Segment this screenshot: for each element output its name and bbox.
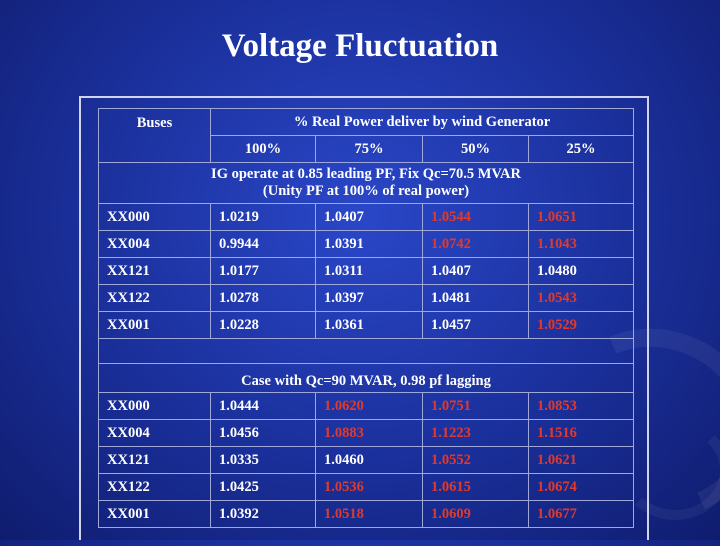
bus-name-cell: XX122 <box>98 473 211 501</box>
voltage-value-cell: 1.0651 <box>527 203 635 231</box>
header-level-50: 50% <box>422 135 529 163</box>
voltage-value-cell: 1.0228 <box>210 311 316 339</box>
bus-name-cell: XX000 <box>98 203 211 231</box>
header-row-group: Buses % Real Power deliver by wind Gener… <box>98 108 635 163</box>
voltage-value-cell: 1.0609 <box>422 500 529 528</box>
table-row: XX121 1.0335 1.0460 1.0552 1.0621 <box>98 446 635 474</box>
voltage-value-cell: 1.0392 <box>210 500 316 528</box>
bus-name-cell: XX001 <box>98 311 211 339</box>
voltage-value-cell: 1.0742 <box>422 230 529 258</box>
voltage-value-cell: 1.1223 <box>422 419 529 447</box>
voltage-value-cell: 1.0883 <box>315 419 423 447</box>
voltage-value-cell: 1.0278 <box>210 284 316 312</box>
table-frame: Buses % Real Power deliver by wind Gener… <box>79 96 649 540</box>
voltage-value-cell: 1.0460 <box>315 446 423 474</box>
header-row-levels: 100% 75% 50% 25% <box>99 135 635 163</box>
header-level-75: 75% <box>315 135 423 163</box>
bus-name-cell: XX000 <box>98 392 211 420</box>
voltage-value-cell: 1.0674 <box>527 473 635 501</box>
blank-cell <box>97 338 635 364</box>
table-row: XX122 1.0278 1.0397 1.0481 1.0543 <box>98 284 635 312</box>
voltage-value-cell: 1.0425 <box>210 473 316 501</box>
voltage-value-cell: 1.0335 <box>210 446 316 474</box>
blank-row <box>97 338 635 364</box>
voltage-value-cell: 1.0481 <box>422 284 529 312</box>
voltage-value-cell: 1.0397 <box>315 284 423 312</box>
voltage-table: Buses % Real Power deliver by wind Gener… <box>97 108 635 528</box>
section1-note-line2: (Unity PF at 100% of real power) <box>262 183 470 199</box>
table-row: XX004 1.0456 1.0883 1.1223 1.1516 <box>98 419 635 447</box>
voltage-value-cell: 1.0480 <box>527 257 635 285</box>
section1-note: IG operate at 0.85 leading PF, Fix Qc=70… <box>97 162 635 204</box>
header-level-25: 25% <box>527 135 635 163</box>
voltage-value-cell: 1.0751 <box>422 392 529 420</box>
voltage-value-cell: 1.0444 <box>210 392 316 420</box>
voltage-value-cell: 1.0457 <box>422 311 529 339</box>
table-row: XX001 1.0228 1.0361 1.0457 1.0529 <box>98 311 635 339</box>
section1-rows: XX000 1.0219 1.0407 1.0544 1.0651 XX004 0.9944… <box>98 203 635 339</box>
voltage-value-cell: 1.0677 <box>527 500 635 528</box>
voltage-value-cell: 1.0407 <box>315 203 423 231</box>
voltage-value-cell: 1.0552 <box>422 446 529 474</box>
table-row: XX000 1.0219 1.0407 1.0544 1.0651 <box>98 203 635 231</box>
bus-name-cell: XX121 <box>98 446 211 474</box>
bus-name-cell: XX122 <box>98 284 211 312</box>
section1-note-line1: IG operate at 0.85 leading PF, Fix Qc=70… <box>211 166 521 182</box>
section2-rows: XX000 1.0444 1.0620 1.0751 1.0853 XX004 1.0456… <box>98 392 635 528</box>
table-row: XX001 1.0392 1.0518 1.0609 1.0677 <box>98 500 635 528</box>
voltage-value-cell: 1.0544 <box>422 203 529 231</box>
bus-name-cell: XX004 <box>98 230 211 258</box>
header-buses: Buses <box>98 108 211 163</box>
section2-note-row: Case with Qc=90 MVAR, 0.98 pf lagging <box>97 363 635 393</box>
voltage-value-cell: 1.0391 <box>315 230 423 258</box>
voltage-value-cell: 1.0361 <box>315 311 423 339</box>
table-row: XX122 1.0425 1.0536 1.0615 1.0674 <box>98 473 635 501</box>
slide-title: Voltage Fluctuation <box>221 28 499 64</box>
bus-name-cell: XX121 <box>98 257 211 285</box>
voltage-value-cell: 1.0456 <box>210 419 316 447</box>
voltage-value-cell: 1.0615 <box>422 473 529 501</box>
bus-name-cell: XX001 <box>98 500 211 528</box>
voltage-value-cell: 1.1516 <box>527 419 635 447</box>
header-level-100: 100% <box>210 135 316 163</box>
voltage-value-cell: 1.0543 <box>527 284 635 312</box>
voltage-value-cell: 1.0621 <box>527 446 635 474</box>
voltage-value-cell: 1.0620 <box>315 392 423 420</box>
voltage-value-cell: 1.0219 <box>210 203 316 231</box>
voltage-value-cell: 1.0311 <box>315 257 423 285</box>
bus-name-cell: XX004 <box>98 419 211 447</box>
header-power-group: % Real Power deliver by wind Generator <box>209 108 635 136</box>
table-row: XX004 0.9944 1.0391 1.0742 1.1043 <box>98 230 635 258</box>
table-row: XX121 1.0177 1.0311 1.0407 1.0480 <box>98 257 635 285</box>
voltage-value-cell: 1.0177 <box>210 257 316 285</box>
section1-note-row: IG operate at 0.85 leading PF, Fix Qc=70… <box>97 162 635 204</box>
voltage-value-cell: 0.9944 <box>210 230 316 258</box>
voltage-value-cell: 1.0518 <box>315 500 423 528</box>
table-row: XX000 1.0444 1.0620 1.0751 1.0853 <box>98 392 635 420</box>
background-swoosh-small <box>620 420 720 520</box>
voltage-value-cell: 1.0407 <box>422 257 529 285</box>
voltage-value-cell: 1.0536 <box>315 473 423 501</box>
voltage-value-cell: 1.0529 <box>527 311 635 339</box>
section2-note: Case with Qc=90 MVAR, 0.98 pf lagging <box>97 363 635 393</box>
voltage-value-cell: 1.1043 <box>527 230 635 258</box>
voltage-value-cell: 1.0853 <box>527 392 635 420</box>
